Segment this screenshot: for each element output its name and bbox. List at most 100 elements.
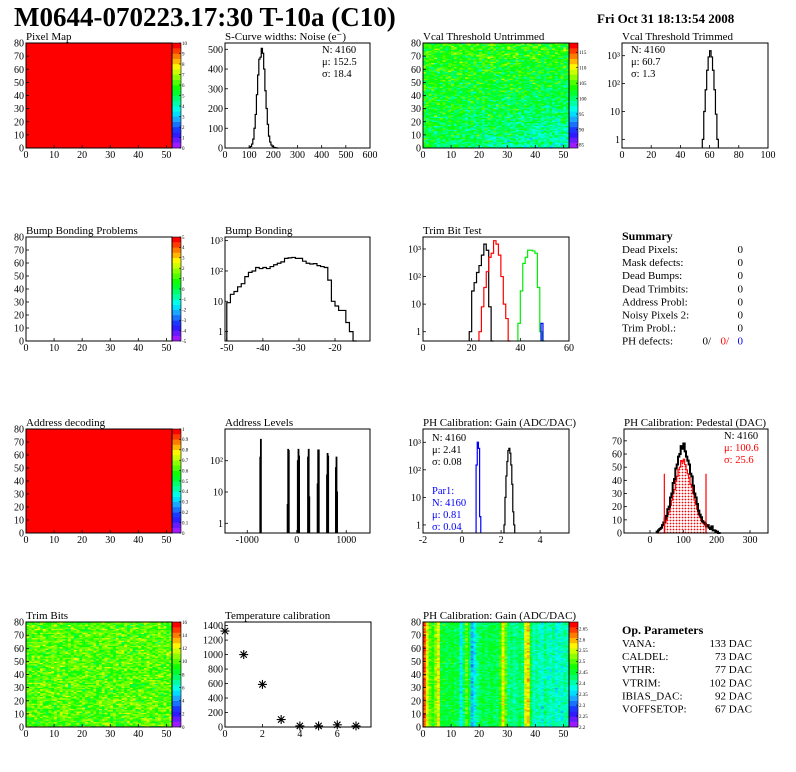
palette-tick-label: 85 xyxy=(579,144,585,149)
plot-address-levels: Address Levels-1000 0 100011010² xyxy=(210,417,370,546)
palette-tick-label: 0 xyxy=(182,532,185,537)
op-parameter-label: CALDEL: xyxy=(622,651,668,663)
palette-tick-label: 4 xyxy=(182,246,185,251)
palette-tick-label: 110 xyxy=(579,67,587,72)
plot-title: Trim Bits xyxy=(26,610,68,622)
plot-vcal-threshold-untrimmed: Vcal Threshold Untrimmed8590951001051101… xyxy=(411,31,587,161)
palette-swatch xyxy=(172,90,181,95)
palette-swatch xyxy=(569,43,578,48)
x-tick-label: 300 xyxy=(290,150,305,161)
x-tick-label: 500 xyxy=(338,150,353,161)
x-tick-label: 100 xyxy=(676,535,691,546)
y-tick-label: 20 xyxy=(14,503,24,514)
x-tick-label: 200 xyxy=(266,150,281,161)
y-tick-label: 10² xyxy=(210,456,223,467)
x-tick-label: 20 xyxy=(77,150,87,161)
plot-title: Pixel Map xyxy=(26,31,72,43)
palette-swatch xyxy=(569,101,578,106)
x-tick-label: 0 xyxy=(460,535,465,546)
summary-value: 0 xyxy=(738,270,744,282)
palette-swatch xyxy=(569,54,578,59)
x-tick-label: 10 xyxy=(49,150,59,161)
palette-tick-label: -3 xyxy=(182,319,187,324)
y-tick-label: 0 xyxy=(19,144,24,155)
x-tick-label: 10 xyxy=(49,343,59,354)
plot-bump-bonding-problems: Bump Bonding Problems-5-4-3-2-10123450 10… xyxy=(14,225,187,354)
palette-tick-label: 95 xyxy=(579,113,585,118)
palette-swatch xyxy=(172,258,181,263)
y-tick-label: 70 xyxy=(14,246,24,257)
palette-swatch xyxy=(172,439,181,444)
x-tick-label: 40 xyxy=(133,535,143,546)
histogram-bin xyxy=(318,450,319,533)
palette-swatch xyxy=(569,138,578,143)
y-tick-label: 80 xyxy=(14,233,24,244)
plot-frame xyxy=(423,237,569,341)
palette-tick-label: 3 xyxy=(182,115,185,120)
y-tick-label: 10 xyxy=(612,515,622,526)
x-tick-label: 0 xyxy=(24,535,29,546)
palette-tick-label: 0.1 xyxy=(182,521,189,526)
palette-swatch xyxy=(172,64,181,69)
palette-swatch xyxy=(569,117,578,122)
palette-tick-label: 2 xyxy=(182,126,185,131)
palette-swatch xyxy=(172,455,181,460)
y-tick-label: 20 xyxy=(14,117,24,128)
y-tick-label: 10² xyxy=(607,79,620,90)
stats-line: N: 4160 xyxy=(322,45,356,56)
y-tick-label: 20 xyxy=(14,311,24,322)
palette-swatch xyxy=(172,117,181,122)
stats-line: μ: 152.5 xyxy=(322,57,357,68)
x-tick-label: -1000 xyxy=(236,535,259,546)
palette-tick-label: 10 xyxy=(182,42,188,47)
palette-tick-label: 0.5 xyxy=(182,480,189,485)
x-tick-label: 30 xyxy=(502,150,512,161)
palette-swatch xyxy=(172,106,181,111)
x-tick-label: 100 xyxy=(761,150,776,161)
palette-swatch xyxy=(172,331,181,336)
x-tick-label: 30 xyxy=(105,343,115,354)
y-tick-label: 300 xyxy=(208,84,223,95)
plot-title: Bump Bonding Problems xyxy=(26,225,138,237)
plot-trim-bit-test: Trim Bit Test0 20 40 6011010²10³ xyxy=(408,225,574,354)
palette-tick-label: 8 xyxy=(182,63,185,68)
y-tick-label: 10 xyxy=(411,130,421,141)
x-tick-label: 50 xyxy=(161,150,171,161)
y-tick-label: 70 xyxy=(14,52,24,63)
palette-swatch xyxy=(569,85,578,90)
palette-swatch xyxy=(172,284,181,289)
plot-address-decoding: Address decoding00.10.20.30.40.50.60.70.… xyxy=(14,417,189,546)
palette-swatch xyxy=(172,471,181,476)
palette-swatch xyxy=(172,111,181,116)
x-tick-label: -30 xyxy=(292,343,305,354)
op-parameters-title: Op. Parameters xyxy=(622,623,704,637)
x-tick-label: 40 xyxy=(675,150,685,161)
palette-tick-label: -2 xyxy=(182,309,187,314)
ph-defects-value: 0/ xyxy=(720,336,730,348)
histogram-bin xyxy=(337,492,338,533)
x-tick-label: -2 xyxy=(419,535,427,546)
palette-swatch xyxy=(172,247,181,252)
y-tick-label: 40 xyxy=(411,91,421,102)
x-tick-label: 20 xyxy=(77,343,87,354)
x-tick-label: 0 xyxy=(421,343,426,354)
palette-swatch xyxy=(569,59,578,64)
palette-swatch xyxy=(172,48,181,53)
x-tick-label: 40 xyxy=(515,343,525,354)
y-tick-label: 30 xyxy=(612,489,622,500)
heatmap-cells xyxy=(26,622,172,727)
palette-tick-label: 0.7 xyxy=(182,459,189,464)
plot-trim-bits: Trim Bits02468101214160 10 20 30 40 500102030… xyxy=(14,610,188,740)
op-parameter-label: IBIAS_DAC: xyxy=(622,690,683,702)
y-tick-label: 10 xyxy=(610,107,620,118)
plot-ph-calibration-gain-adc-dac: PH Calibration: Gain (ADC/DAC)-2 0 2 411010… xyxy=(408,417,576,546)
y-tick-label: 60 xyxy=(14,65,24,76)
stats-line: N: 4160 xyxy=(432,433,466,444)
palette-swatch xyxy=(172,299,181,304)
stats-line: N: 4160 xyxy=(432,498,466,509)
x-tick-label: 80 xyxy=(734,150,744,161)
palette-swatch xyxy=(569,75,578,80)
palette-tick-label: 0.8 xyxy=(182,449,189,454)
palette-tick-label: 105 xyxy=(579,82,587,87)
palette-tick-label: 1 xyxy=(182,136,185,141)
